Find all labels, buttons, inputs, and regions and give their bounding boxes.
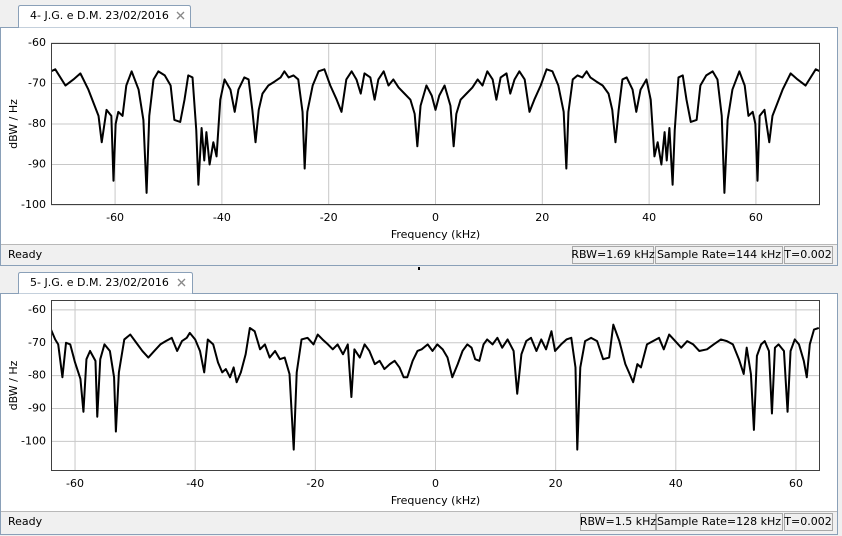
x-tick-label: 20 xyxy=(549,477,563,490)
y-axis-label: dBW / Hz xyxy=(7,99,20,149)
plot-border xyxy=(51,43,820,205)
plot-border xyxy=(51,300,820,471)
x-axis-label: Frequency (kHz) xyxy=(391,228,480,241)
x-tick-label: -60 xyxy=(66,477,84,490)
t-value: T=0.002 xyxy=(783,515,831,528)
x-tick-label: 40 xyxy=(669,477,683,490)
y-tick-label: -70 xyxy=(28,336,46,349)
tab[interactable] xyxy=(18,272,193,294)
x-tick-label: -20 xyxy=(320,211,338,224)
tab-title: 5- J.G. e D.M. 23/02/2016 xyxy=(30,276,169,289)
x-tick-label: -40 xyxy=(213,211,231,224)
x-tick-label: 0 xyxy=(432,211,439,224)
status-bar xyxy=(1,244,837,265)
status-text: Ready xyxy=(8,515,43,528)
y-tick-label: -80 xyxy=(28,117,46,130)
tab-title: 4- J.G. e D.M. 23/02/2016 xyxy=(30,9,169,22)
rbw: RBW=1.5 kHz xyxy=(580,515,657,528)
status-text: Ready xyxy=(8,248,43,261)
splitter-grip[interactable] xyxy=(418,267,420,270)
y-tick-label: -90 xyxy=(28,402,46,415)
x-axis-label: Frequency (kHz) xyxy=(391,494,480,507)
tab-close[interactable] xyxy=(177,278,186,287)
tab-close[interactable] xyxy=(176,11,185,20)
y-tick-label: -70 xyxy=(28,77,46,90)
x-tick-label: -20 xyxy=(306,477,324,490)
x-tick-label: -60 xyxy=(106,211,124,224)
status-cell xyxy=(655,246,783,264)
x-tick-label: 40 xyxy=(642,211,656,224)
t-value: T=0.002 xyxy=(783,248,831,261)
x-tick-label: 60 xyxy=(789,477,803,490)
status-bar xyxy=(1,511,837,534)
y-tick-label: -100 xyxy=(21,198,46,211)
status-cell xyxy=(656,513,783,531)
y-axis-label: dBW / Hz xyxy=(7,360,20,410)
spectrum-line xyxy=(51,323,820,451)
y-tick-label: -60 xyxy=(28,36,46,49)
status-cell xyxy=(784,246,833,264)
tab[interactable] xyxy=(18,5,191,28)
status-cell xyxy=(784,513,833,531)
y-tick-label: -100 xyxy=(21,434,46,447)
sample-rate: Sample Rate=144 kHz xyxy=(657,248,781,261)
spectrum-line xyxy=(51,68,820,194)
y-tick-label: -90 xyxy=(28,158,46,171)
rbw: RBW=1.69 kHz xyxy=(571,248,655,261)
x-tick-label: 0 xyxy=(432,477,439,490)
x-tick-label: 60 xyxy=(749,211,763,224)
y-tick-label: -60 xyxy=(28,303,46,316)
status-cell xyxy=(580,513,656,531)
sample-rate: Sample Rate=128 kHz xyxy=(657,515,781,528)
status-cell xyxy=(572,246,654,264)
y-tick-label: -80 xyxy=(28,369,46,382)
x-tick-label: -40 xyxy=(186,477,204,490)
x-tick-label: 20 xyxy=(535,211,549,224)
